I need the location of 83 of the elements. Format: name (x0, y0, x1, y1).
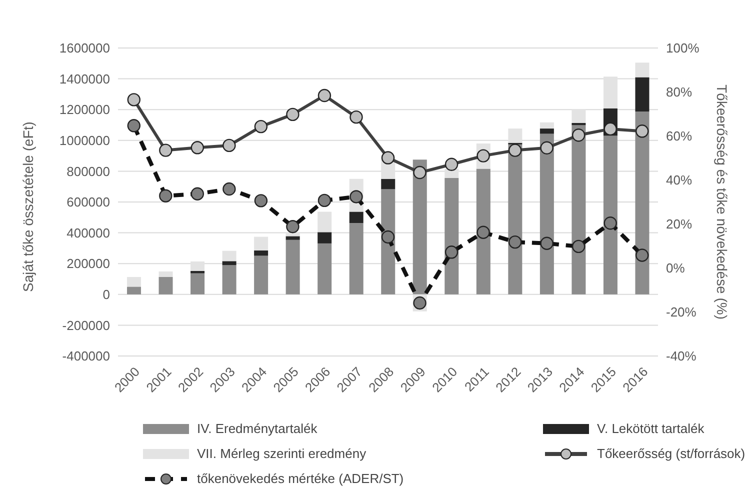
point (286, 220, 300, 234)
point (572, 240, 586, 254)
bar (349, 212, 364, 224)
y2-tick-label: 0% (666, 260, 686, 276)
point (254, 120, 268, 134)
legend-label: V. Lekötött tartalék (597, 421, 704, 436)
bar (381, 178, 396, 190)
y2-tick-label: 60% (666, 128, 692, 144)
legend-label: Tőkeerősség (st/források) (597, 446, 746, 461)
bar (318, 243, 332, 294)
y2-tick-label: -40% (666, 348, 697, 364)
point (381, 151, 395, 164)
point (286, 108, 300, 122)
y-tick-label: 1200000 (59, 102, 110, 118)
y2-tick-label: -20% (666, 304, 697, 320)
point (508, 235, 522, 249)
y-tick-label: 1400000 (59, 71, 110, 86)
bar (349, 223, 364, 294)
point (540, 236, 554, 250)
bar (254, 236, 268, 251)
point (476, 226, 490, 239)
point (444, 246, 458, 259)
point (508, 144, 522, 157)
y2-tick-label: 100% (666, 40, 700, 56)
point (222, 182, 236, 196)
point (604, 216, 617, 230)
bar (286, 240, 300, 294)
point (127, 93, 140, 106)
bar (635, 62, 650, 78)
point (381, 230, 395, 244)
point (159, 189, 172, 202)
bar (190, 270, 205, 274)
y2-axis-title: Tőkeerősség és tőke növekedése (%) (714, 84, 730, 320)
y-tick-label: -400000 (62, 348, 110, 364)
bar (222, 265, 236, 294)
point (222, 138, 236, 152)
y-tick-label: 200000 (66, 256, 110, 272)
bar (127, 286, 141, 294)
bar (318, 212, 332, 232)
bar (286, 236, 300, 240)
y-tick-label: 600000 (66, 194, 110, 210)
y-axis-title: Saját tőke összetétele (eFt) (20, 122, 36, 292)
point (636, 248, 649, 262)
point (190, 187, 204, 200)
legend-label: VII. Mérleg szerinti eredmény (197, 446, 366, 461)
bar (222, 261, 236, 266)
point (159, 144, 172, 157)
point (318, 194, 332, 208)
bar (158, 277, 173, 294)
y-tick-label: -200000 (62, 318, 110, 333)
bar (412, 160, 427, 294)
bar (540, 122, 554, 129)
bar (635, 77, 650, 112)
point (572, 128, 586, 142)
y-tick-label: 400000 (66, 225, 110, 240)
bar (540, 128, 554, 134)
y-tick-label: 1000000 (59, 133, 110, 148)
bar (476, 168, 490, 294)
point (350, 110, 363, 124)
y2-tick-label: 20% (666, 216, 692, 232)
bar (190, 273, 205, 294)
bar (222, 250, 236, 262)
bar (318, 232, 332, 244)
legend-label: IV. Eredménytartalék (197, 421, 318, 436)
point (254, 194, 268, 208)
bar (603, 136, 618, 294)
y2-tick-label: 40% (666, 172, 692, 188)
point (127, 119, 140, 132)
bar (254, 256, 268, 294)
point (413, 166, 426, 180)
y-tick-label: 800000 (66, 164, 110, 179)
point (444, 158, 458, 171)
point (636, 124, 649, 138)
y-tick-label: 1600000 (59, 40, 110, 56)
point (540, 141, 554, 154)
point (318, 88, 332, 102)
bar (254, 250, 268, 256)
bar (127, 277, 141, 287)
y-tick-label: 0 (102, 287, 110, 302)
legend-label: tőkenövekedés mértéke (ADER/ST) (197, 471, 404, 486)
bar (158, 271, 173, 277)
point (190, 141, 204, 154)
y2-tick-label: 80% (666, 84, 692, 100)
